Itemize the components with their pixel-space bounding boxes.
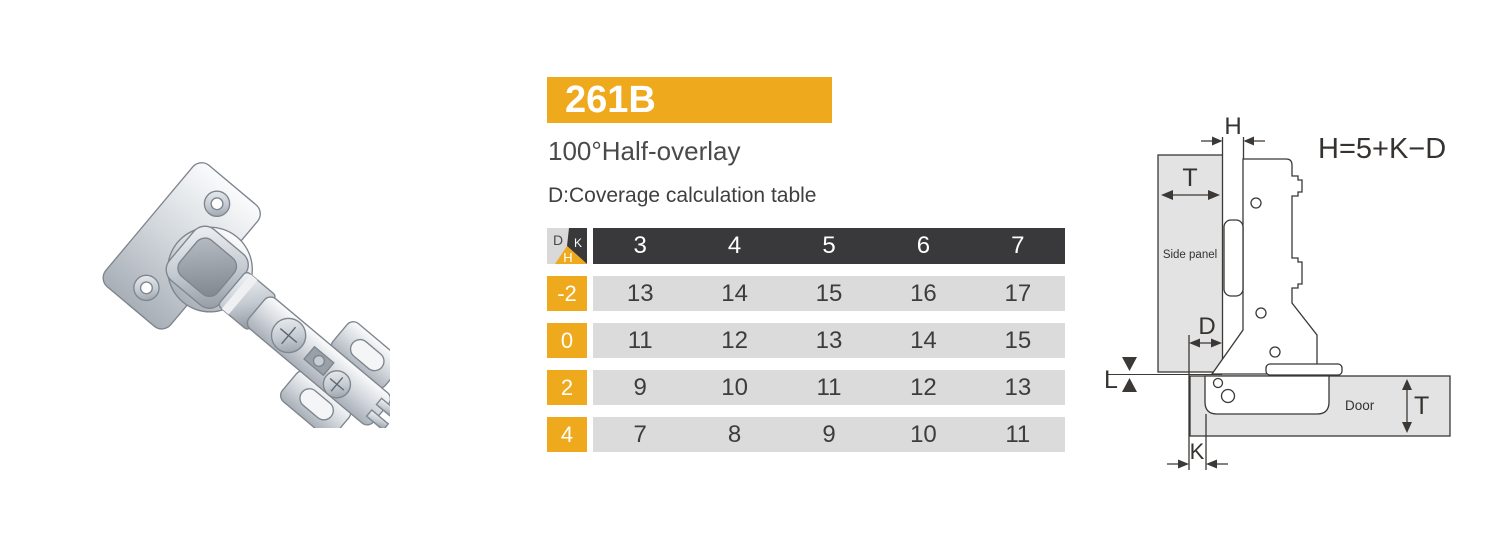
h-row-label: -2 — [547, 276, 587, 311]
hinge-cup-section — [1204, 375, 1330, 415]
k-arrow-left-icon — [1206, 459, 1217, 469]
k-dimension-label: K — [1190, 439, 1205, 464]
hinge-base-plate — [1265, 363, 1343, 376]
k-header-cell: 5 — [822, 232, 836, 259]
d-value-cell: 12 — [721, 326, 748, 354]
d-dimension-label: D — [1198, 313, 1215, 340]
d-value-cell: 10 — [910, 420, 937, 448]
hinge-arm-section — [1210, 158, 1318, 375]
door-label: Door — [1345, 398, 1375, 413]
side-panel-label: Side panel — [1163, 249, 1217, 261]
k-header-cell: 7 — [1011, 232, 1025, 259]
corner-cell: D K H — [547, 228, 587, 265]
d-value-cell: 13 — [1004, 373, 1032, 401]
corner-d-label: D — [553, 232, 563, 248]
k-header-cell: 4 — [727, 232, 742, 259]
d-value-strip: 13 14 15 16 17 — [593, 276, 1065, 311]
d-value-cell: 11 — [816, 373, 842, 401]
coverage-table-caption: D:Coverage calculation table — [548, 184, 817, 207]
l-arrow-up-icon — [1122, 378, 1137, 392]
d-value-cell: 9 — [822, 420, 836, 448]
h-arrow-right-icon — [1212, 136, 1223, 146]
product-code-banner: 261B — [547, 77, 832, 123]
k-header-bar: 3 4 5 6 7 — [593, 228, 1065, 264]
side-panel — [1157, 154, 1224, 373]
h-arrow-left-icon — [1243, 136, 1254, 146]
hinge-arm-notch — [1223, 219, 1244, 297]
hinge-arm — [246, 296, 390, 428]
h-row-label: 4 — [547, 417, 587, 452]
l-dimension-label: L — [1104, 366, 1118, 394]
hinge-product-photo — [102, 162, 390, 428]
h-row-label: 2 — [547, 370, 587, 405]
d-value-cell: 15 — [815, 279, 843, 307]
product-code: 261B — [565, 79, 656, 121]
h-row-label: 0 — [547, 323, 587, 358]
d-value-cell: 10 — [721, 373, 748, 401]
formula-label: H=5+K−D — [1318, 133, 1446, 165]
d-value-cell: 14 — [910, 326, 937, 354]
k-arrow-right-icon — [1178, 459, 1189, 469]
d-value-cell: 11 — [627, 326, 653, 354]
h-dimension-label: H — [1224, 113, 1241, 140]
d-value-cell: 7 — [633, 420, 647, 448]
d-value-cell: 14 — [721, 279, 748, 307]
d-value-strip: 11 12 13 14 15 — [593, 323, 1065, 358]
corner-k-label: K — [574, 236, 582, 250]
installation-diagram: H H=5+K−D T Side panel D L K Door T — [1104, 113, 1451, 470]
table-row: 4 7 8 9 10 11 — [547, 417, 1065, 452]
t-panel-arrow-right-icon — [1208, 190, 1220, 200]
d-value-cell: 8 — [727, 420, 742, 448]
t-panel-label: T — [1182, 164, 1197, 192]
d-value-cell: 16 — [910, 279, 937, 307]
corner-k-triangle — [567, 228, 587, 264]
t-door-arrow-up-icon — [1402, 379, 1412, 390]
d-value-cell: 13 — [815, 326, 843, 354]
d-value-cell: 9 — [633, 373, 647, 401]
t-panel-arrow-left-icon — [1161, 190, 1173, 200]
d-value-strip: 7 8 9 10 11 — [593, 417, 1065, 452]
corner-h-triangle — [555, 246, 587, 264]
d-value-cell: 13 — [626, 279, 654, 307]
table-header-row: D K H 3 4 5 6 7 — [547, 228, 1065, 265]
table-row: -2 13 14 15 16 17 — [547, 276, 1065, 311]
k-header-cell: 3 — [633, 232, 647, 259]
coverage-table: D K H 3 4 5 6 7 -2 13 14 15 16 17 — [547, 228, 1065, 464]
table-row: 2 9 10 11 12 13 — [547, 370, 1065, 405]
d-value-cell: 11 — [1005, 420, 1031, 448]
d-value-strip: 9 10 11 12 13 — [593, 370, 1065, 405]
l-arrow-down-icon — [1122, 357, 1137, 371]
product-subtitle: 100°Half-overlay — [548, 136, 741, 166]
d-value-cell: 12 — [910, 373, 937, 401]
t-door-arrow-down-icon — [1402, 422, 1412, 433]
d-arrow-left-icon — [1189, 338, 1200, 348]
t-door-label: T — [1414, 392, 1429, 420]
k-header-cell: 6 — [916, 232, 931, 259]
hinge-cup-plate — [102, 162, 261, 330]
corner-h-label: H — [563, 250, 572, 264]
table-row: 0 11 12 13 14 15 — [547, 323, 1065, 358]
d-arrow-right-icon — [1211, 338, 1222, 348]
d-value-cell: 17 — [1004, 279, 1032, 307]
d-value-cell: 15 — [1004, 326, 1032, 354]
